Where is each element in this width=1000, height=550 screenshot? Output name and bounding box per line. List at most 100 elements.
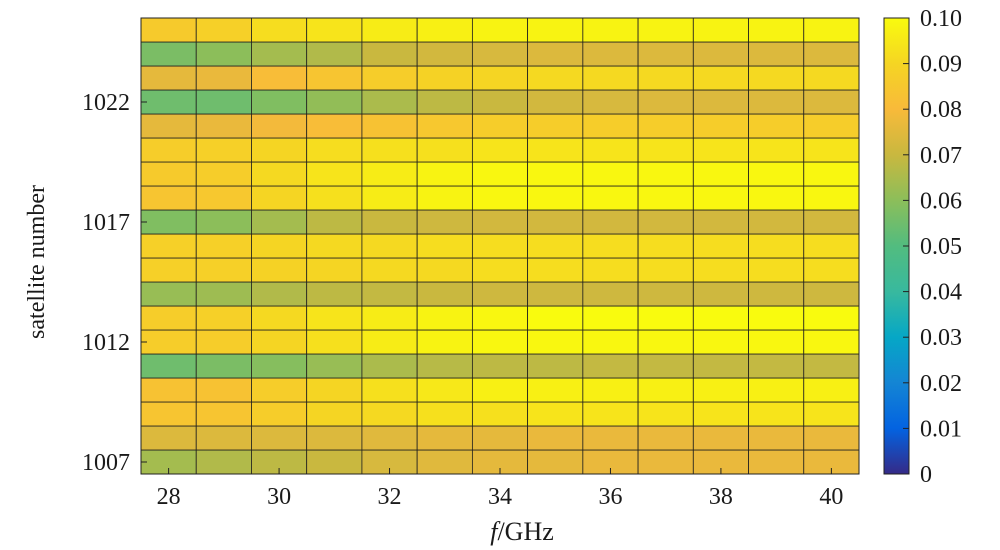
heatmap-cell — [471, 281, 529, 307]
heatmap-cell — [361, 281, 418, 307]
heatmap-cell — [748, 401, 805, 427]
colorbar-tick-label: 0.02 — [920, 371, 962, 397]
heatmap-cell — [471, 89, 529, 115]
colorbar-tick-label: 0.01 — [920, 416, 962, 442]
heatmap-cell — [251, 281, 308, 307]
heatmap-cell — [306, 17, 363, 43]
heatmap-cell — [195, 425, 252, 451]
heatmap-cell — [527, 329, 584, 355]
heatmap-cell — [251, 329, 308, 355]
heatmap-cell — [251, 161, 308, 187]
heatmap-cell — [748, 425, 805, 451]
heatmap-cell — [803, 353, 860, 379]
heatmap-cell — [803, 233, 860, 259]
heatmap-cell — [582, 65, 639, 91]
heatmap-cell — [195, 401, 252, 427]
heatmap-cell — [803, 137, 860, 163]
heatmap-cell — [582, 161, 639, 187]
heatmap-cell — [803, 41, 860, 67]
heatmap-cell — [471, 161, 529, 187]
heatmap-cell — [306, 401, 363, 427]
x-tick-label: 34 — [488, 484, 512, 510]
heatmap-cell — [582, 41, 639, 67]
heatmap-cell — [140, 377, 197, 403]
heatmap-cell — [195, 161, 252, 187]
heatmap-cell — [637, 209, 694, 235]
heatmap-cell — [140, 65, 197, 91]
heatmap-cell — [748, 65, 805, 91]
heatmap-cell — [637, 161, 694, 187]
heatmap-cell — [748, 377, 805, 403]
heatmap-cell — [251, 305, 308, 331]
heatmap-cell — [637, 257, 694, 283]
heatmap-cell — [361, 425, 418, 451]
heatmap-cell — [251, 41, 308, 67]
heatmap-cell — [251, 353, 308, 379]
heatmap-cell — [637, 113, 694, 139]
heatmap-cell — [471, 137, 529, 163]
heatmap-cell — [803, 185, 860, 211]
heatmap-cell — [471, 401, 529, 427]
heatmap-cell — [471, 185, 529, 211]
heatmap-cell — [748, 89, 805, 115]
colorbar-tick-label: 0.06 — [920, 188, 962, 214]
heatmap-cell — [306, 377, 363, 403]
heatmap-cell — [692, 65, 749, 91]
heatmap-cell — [251, 113, 308, 139]
heatmap-cell — [416, 353, 473, 379]
heatmap-cell — [803, 401, 860, 427]
heatmap-cell — [692, 185, 749, 211]
heatmap-cell — [195, 65, 252, 91]
heatmap-cell — [251, 257, 308, 283]
heatmap-cell — [692, 41, 749, 67]
heatmap-cell — [748, 185, 805, 211]
heatmap-cell — [140, 353, 197, 379]
heatmap-cell — [416, 329, 473, 355]
heatmap-cell — [527, 137, 584, 163]
heatmap-cell — [527, 89, 584, 115]
heatmap-cell — [748, 305, 805, 331]
heatmap-cell — [692, 113, 749, 139]
heatmap-cell — [306, 329, 363, 355]
heatmap-cell — [361, 65, 418, 91]
heatmap-cell — [582, 329, 639, 355]
heatmap-cell — [361, 233, 418, 259]
heatmap-cell — [140, 329, 197, 355]
heatmap-cell — [251, 377, 308, 403]
heatmap-cell — [140, 137, 197, 163]
heatmap-cell — [195, 17, 252, 43]
heatmap-cell — [361, 257, 418, 283]
heatmap-cell — [471, 257, 529, 283]
heatmap-cell — [195, 353, 252, 379]
heatmap-cell — [748, 41, 805, 67]
heatmap-cell — [416, 257, 473, 283]
x-tick-label: 36 — [598, 484, 622, 510]
y-axis-label: satellite number — [24, 185, 50, 339]
heatmap-cell — [251, 89, 308, 115]
heatmap-cell — [471, 65, 529, 91]
heatmap-cell — [306, 137, 363, 163]
heatmap-cell — [637, 185, 694, 211]
heatmap-cell — [803, 305, 860, 331]
heatmap-cell — [251, 17, 308, 43]
heatmap-cell — [803, 425, 860, 451]
heatmap-cell — [306, 425, 363, 451]
heatmap-cell — [361, 209, 418, 235]
heatmap-cell — [582, 257, 639, 283]
heatmap-cell — [471, 305, 529, 331]
heatmap-cell — [361, 329, 418, 355]
heatmap-cell — [637, 401, 694, 427]
heatmap-cell — [692, 161, 749, 187]
heatmap-cell — [582, 233, 639, 259]
heatmap-cell — [140, 185, 197, 211]
heatmap-cells — [140, 17, 860, 475]
heatmap-cell — [637, 17, 694, 43]
heatmap-cell — [306, 89, 363, 115]
heatmap-cell — [416, 137, 473, 163]
heatmap-cell — [692, 305, 749, 331]
heatmap-cell — [195, 233, 252, 259]
heatmap-cell — [471, 233, 529, 259]
heatmap-cell — [637, 305, 694, 331]
heatmap-cell — [140, 89, 197, 115]
